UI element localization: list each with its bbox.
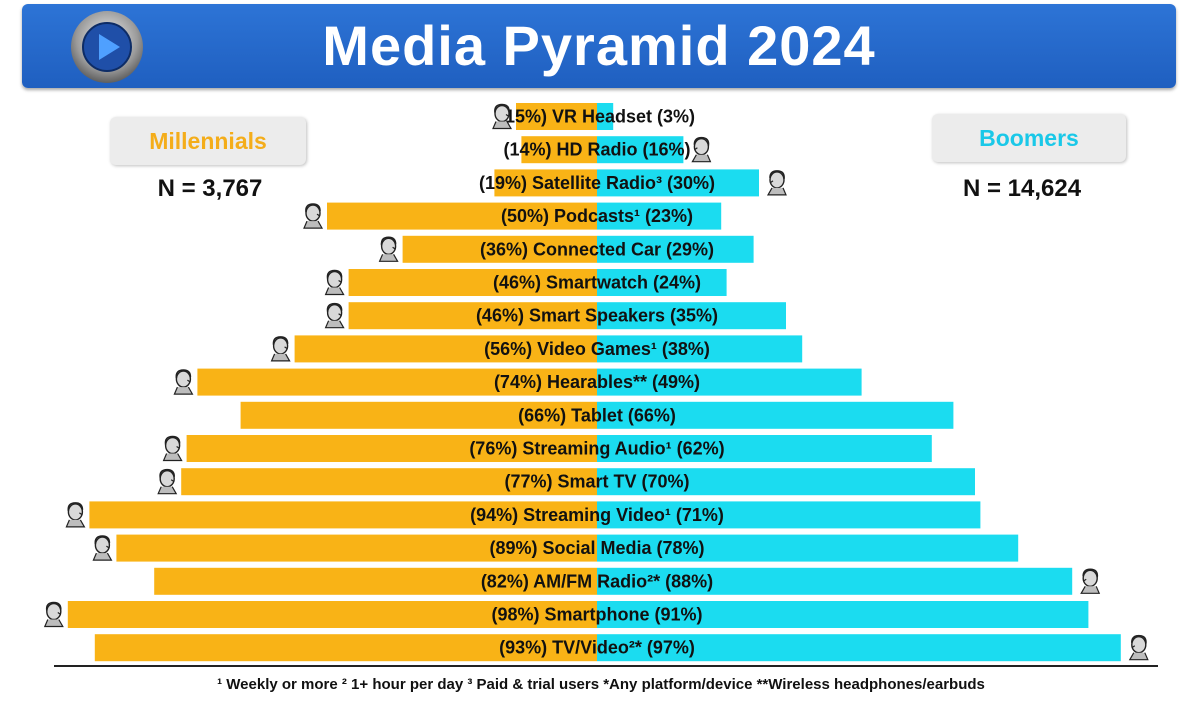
boomer-head-icon xyxy=(1080,568,1101,594)
boomers-bar xyxy=(597,136,684,164)
millennial-head-icon xyxy=(157,468,178,495)
millennials-bar xyxy=(240,401,597,429)
row-label: (14%) HD Radio (16%) xyxy=(503,140,690,160)
boomers-bar xyxy=(597,103,614,130)
millennials-bar xyxy=(348,269,597,296)
boomers-bar xyxy=(597,501,981,529)
millennials-label: Millennials xyxy=(110,117,306,165)
millennial-head-icon xyxy=(492,103,513,130)
row-label: (77%) Smart TV (70%) xyxy=(504,472,689,492)
millennials-bar xyxy=(327,202,597,230)
millennials-bar xyxy=(521,136,597,164)
millennials-bar xyxy=(348,302,597,330)
boomers-bar xyxy=(597,302,786,330)
row-label: (74%) Hearables** (49%) xyxy=(494,372,700,392)
boomer-head-icon xyxy=(766,170,787,196)
row-label: (46%) Smart Speakers (35%) xyxy=(476,306,718,326)
millennials-bar xyxy=(89,501,598,529)
play-logo-icon xyxy=(71,11,143,83)
millennials-bar xyxy=(402,235,597,263)
chart-baseline xyxy=(54,665,1158,667)
row-label: (76%) Streaming Audio¹ (62%) xyxy=(469,439,724,459)
millennial-head-icon xyxy=(270,336,291,362)
boomer-head-icon xyxy=(691,136,712,163)
millennials-bar xyxy=(197,368,597,396)
row-label: (15%) VR Headset (3%) xyxy=(499,107,695,127)
footnote: ¹ Weekly or more ² 1+ hour per day ³ Pai… xyxy=(217,676,985,693)
millennials-bar xyxy=(154,567,597,595)
boomers-bar xyxy=(597,435,932,462)
title-banner: Media Pyramid 2024 xyxy=(22,4,1176,88)
row-label: (98%) Smartphone (91%) xyxy=(491,605,702,625)
millennial-head-icon xyxy=(65,502,86,528)
boomers-bar xyxy=(597,634,1121,662)
millennial-head-icon xyxy=(162,435,183,462)
millennial-head-icon xyxy=(324,302,345,329)
page-title: Media Pyramid 2024 xyxy=(322,14,876,77)
millennial-head-icon xyxy=(173,369,194,395)
boomers-bar xyxy=(597,534,1019,562)
millennials-bar xyxy=(94,634,598,662)
row-label: (36%) Connected Car (29%) xyxy=(480,239,714,259)
millennials-bar xyxy=(294,335,597,363)
row-label: (50%) Podcasts¹ (23%) xyxy=(501,206,693,226)
row-label: (82%) AM/FM Radio²* (88%) xyxy=(481,571,713,591)
row-label: (19%) Satellite Radio³ (30%) xyxy=(479,173,715,193)
boomers-bar xyxy=(597,235,754,263)
millennials-sample-size: N = 3,767 xyxy=(157,175,263,202)
boomers-bar xyxy=(597,202,722,230)
millennials-bar xyxy=(186,435,597,462)
millennial-head-icon xyxy=(378,236,399,262)
millennials-bar xyxy=(116,534,598,562)
millennials-bar xyxy=(494,169,597,197)
millennials-bar xyxy=(181,468,597,496)
boomers-sample-size: N = 14,624 xyxy=(962,175,1082,202)
row-label: (93%) TV/Video²* (97%) xyxy=(499,638,695,658)
millennial-head-icon xyxy=(324,269,345,296)
boomers-bar xyxy=(597,601,1089,628)
boomers-bar xyxy=(597,169,759,197)
row-label: (89%) Social Media (78%) xyxy=(489,538,704,558)
boomers-bar xyxy=(597,335,803,363)
boomers-label: Boomers xyxy=(932,114,1126,162)
millennial-head-icon xyxy=(43,601,64,628)
millennials-bar xyxy=(67,601,598,628)
boomers-bar xyxy=(597,401,954,429)
boomer-head-icon xyxy=(1128,634,1149,661)
boomers-bar xyxy=(597,269,727,296)
millennial-head-icon xyxy=(92,535,113,561)
boomers-bar xyxy=(597,368,862,396)
row-label: (56%) Video Games¹ (38%) xyxy=(484,339,710,359)
row-label: (46%) Smartwatch (24%) xyxy=(493,273,701,293)
millennial-head-icon xyxy=(303,203,324,229)
boomers-bar xyxy=(597,567,1073,595)
boomers-bar xyxy=(597,468,975,496)
millennials-bar xyxy=(516,103,597,130)
row-label: (66%) Tablet (66%) xyxy=(518,405,676,425)
row-label: (94%) Streaming Video¹ (71%) xyxy=(470,505,724,525)
